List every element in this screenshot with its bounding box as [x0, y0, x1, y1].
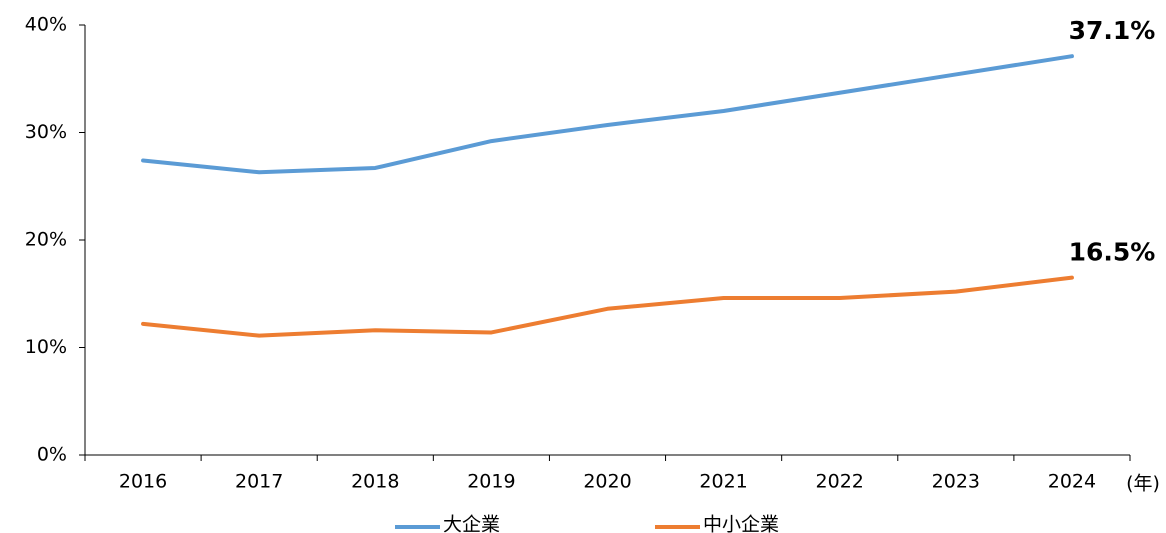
line-series: [141, 54, 1074, 175]
x-tick-label: 2024: [1048, 471, 1096, 493]
legend-label: 大企業: [443, 514, 500, 533]
data-label: 37.1%: [1069, 16, 1156, 45]
x-tick-label: 2018: [351, 471, 399, 493]
data-label: 16.5%: [1069, 238, 1156, 267]
x-tick-label: 2020: [583, 471, 631, 493]
y-tick-label: 0%: [37, 444, 67, 466]
x-tick-label: 2016: [119, 471, 167, 493]
x-tick-label: 2022: [816, 471, 864, 493]
x-tick-label: 2023: [932, 471, 980, 493]
legend-label: 中小企業: [703, 514, 779, 533]
x-axis-label: (年): [1126, 473, 1160, 495]
y-tick-label: 30%: [25, 121, 67, 143]
y-tick-label: 10%: [25, 336, 67, 358]
x-tick-label: 2019: [467, 471, 515, 493]
y-tick-label: 20%: [25, 229, 67, 251]
line-series: [141, 275, 1074, 338]
x-tick-label: 2017: [235, 471, 283, 493]
y-tick-label: 40%: [25, 14, 67, 36]
x-tick-label: 2021: [699, 471, 747, 493]
